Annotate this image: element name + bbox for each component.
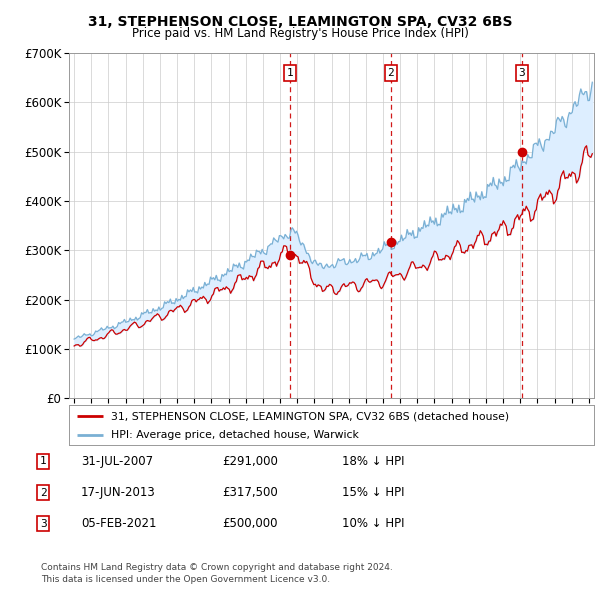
Text: 17-JUN-2013: 17-JUN-2013 (81, 486, 156, 499)
Text: 18% ↓ HPI: 18% ↓ HPI (342, 455, 404, 468)
Text: 2: 2 (40, 488, 47, 497)
Text: 31-JUL-2007: 31-JUL-2007 (81, 455, 153, 468)
Text: 1: 1 (40, 457, 47, 466)
Text: 3: 3 (40, 519, 47, 529)
Text: £291,000: £291,000 (222, 455, 278, 468)
Text: 05-FEB-2021: 05-FEB-2021 (81, 517, 157, 530)
Text: 3: 3 (518, 68, 525, 78)
Text: 31, STEPHENSON CLOSE, LEAMINGTON SPA, CV32 6BS (detached house): 31, STEPHENSON CLOSE, LEAMINGTON SPA, CV… (111, 411, 509, 421)
Text: 15% ↓ HPI: 15% ↓ HPI (342, 486, 404, 499)
Text: 31, STEPHENSON CLOSE, LEAMINGTON SPA, CV32 6BS: 31, STEPHENSON CLOSE, LEAMINGTON SPA, CV… (88, 15, 512, 29)
Text: 1: 1 (287, 68, 293, 78)
Text: £317,500: £317,500 (222, 486, 278, 499)
Text: This data is licensed under the Open Government Licence v3.0.: This data is licensed under the Open Gov… (41, 575, 330, 584)
Text: £500,000: £500,000 (222, 517, 277, 530)
Text: HPI: Average price, detached house, Warwick: HPI: Average price, detached house, Warw… (111, 431, 359, 440)
Text: 2: 2 (388, 68, 394, 78)
Text: 10% ↓ HPI: 10% ↓ HPI (342, 517, 404, 530)
Text: Price paid vs. HM Land Registry's House Price Index (HPI): Price paid vs. HM Land Registry's House … (131, 27, 469, 40)
Text: Contains HM Land Registry data © Crown copyright and database right 2024.: Contains HM Land Registry data © Crown c… (41, 563, 392, 572)
